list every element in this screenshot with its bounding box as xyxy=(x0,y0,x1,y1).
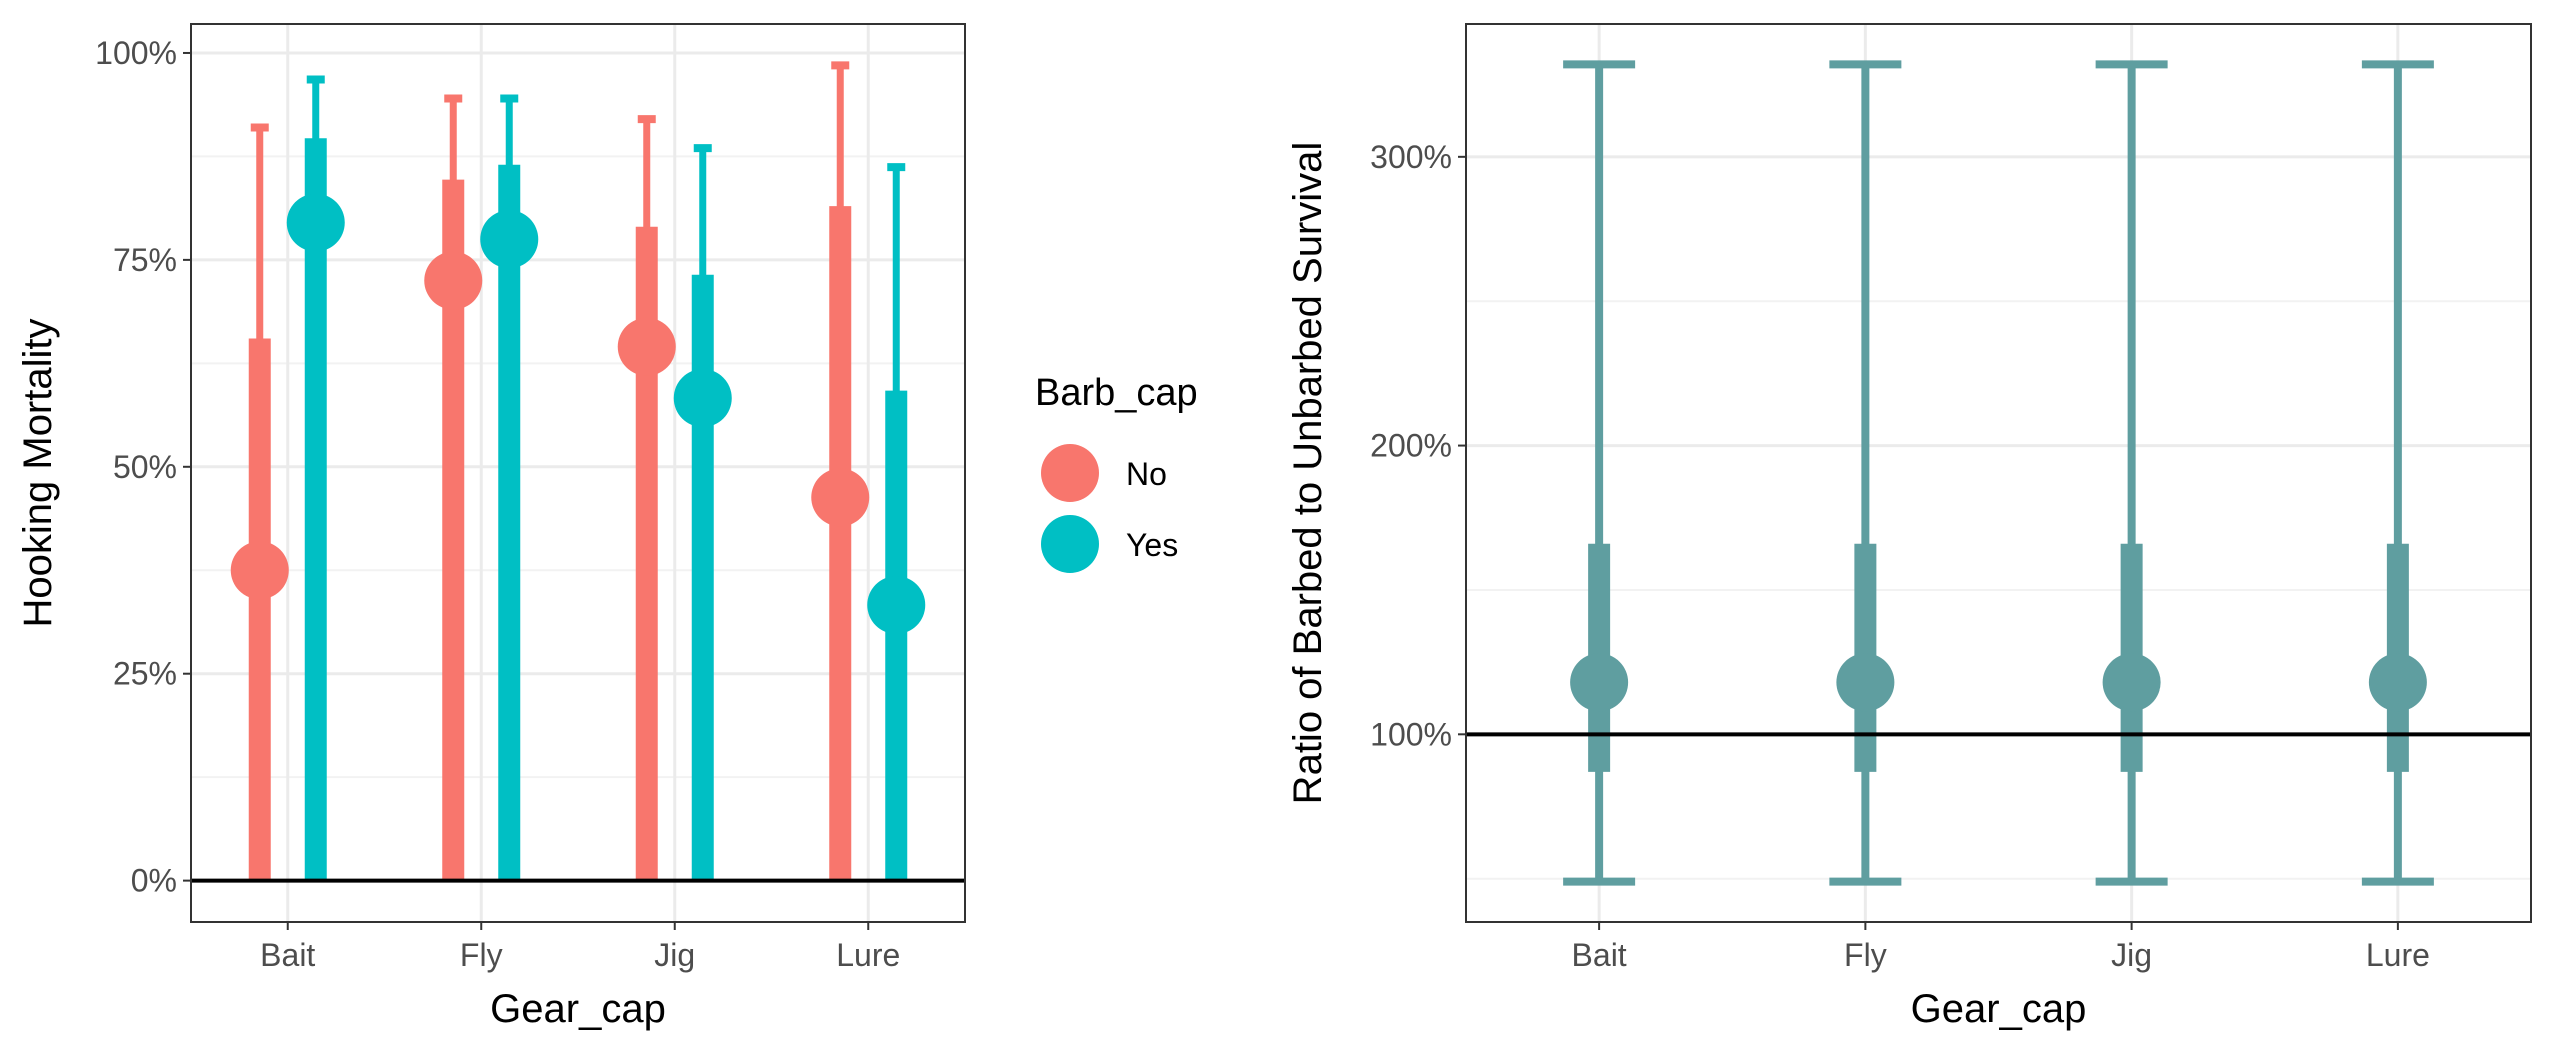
x-tick-label: Fly xyxy=(1844,937,1887,973)
survival-ratio-chart: 100% 200% 300% Bait Fly Jig Lure Gear_cap Rat… xyxy=(1286,23,2532,1031)
point-estimate xyxy=(867,576,926,635)
grid xyxy=(1466,24,2531,922)
y-axis-title: Hooking Mortality xyxy=(16,318,60,627)
panel-border xyxy=(1465,23,2532,923)
interval-mark xyxy=(480,94,539,881)
data-marks xyxy=(191,61,965,883)
interval-mark xyxy=(424,94,483,881)
point-estimate xyxy=(673,369,732,428)
x-tick-label: Lure xyxy=(836,937,900,973)
legend-key-yes xyxy=(1041,515,1099,573)
x-axis-title: Gear_cap xyxy=(1911,987,2087,1031)
legend-label-no: No xyxy=(1126,456,1167,492)
x-axis-title: Gear_cap xyxy=(490,987,666,1031)
point-estimate xyxy=(617,317,676,376)
x-tick-label: Bait xyxy=(1572,937,1627,973)
y-tick-label: 0% xyxy=(131,863,177,899)
x-axis-ticks: Bait Fly Jig Lure xyxy=(260,922,900,973)
interval-mark xyxy=(2361,60,2434,886)
point-estimate xyxy=(230,541,289,600)
x-tick-label: Fly xyxy=(460,937,503,973)
point-estimate xyxy=(1570,653,1629,712)
hooking-mortality-chart: 0%25%50%75%100% Bait Fly Jig Lure Gear_cap … xyxy=(16,23,966,1031)
y-tick-label: 100% xyxy=(95,35,177,71)
point-estimate xyxy=(2368,653,2427,712)
point-estimate xyxy=(480,210,539,269)
panel-border xyxy=(190,23,966,923)
interval-mark xyxy=(286,75,345,881)
interval-mark xyxy=(1829,60,1902,886)
interval-mark xyxy=(673,144,732,881)
x-axis-ticks: Bait Fly Jig Lure xyxy=(1572,922,2430,973)
point-estimate xyxy=(811,468,870,527)
y-tick-label: 75% xyxy=(113,242,177,278)
x-tick-label: Lure xyxy=(2366,937,2430,973)
point-estimate xyxy=(2102,653,2161,712)
x-tick-label: Jig xyxy=(654,937,695,973)
x-tick-label: Jig xyxy=(2111,937,2152,973)
data-marks xyxy=(1466,60,2531,886)
legend: Barb_cap No Yes xyxy=(1035,372,1198,573)
legend-key-no xyxy=(1041,444,1099,502)
interval-mark xyxy=(2095,60,2168,886)
interval-mark xyxy=(1563,60,1636,886)
point-estimate xyxy=(424,251,483,310)
y-tick-label: 300% xyxy=(1370,139,1452,175)
interval-mark xyxy=(230,123,289,881)
point-estimate xyxy=(1836,653,1895,712)
point-estimate xyxy=(286,193,345,252)
legend-title: Barb_cap xyxy=(1035,372,1198,414)
y-axis-ticks: 100% 200% 300% xyxy=(1370,139,1466,752)
y-tick-label: 200% xyxy=(1370,428,1452,464)
legend-label-yes: Yes xyxy=(1126,527,1178,563)
y-axis-ticks: 0% 25% 50% 75% 100% xyxy=(95,35,191,899)
y-tick-label: 25% xyxy=(113,656,177,692)
x-tick-label: Bait xyxy=(260,937,315,973)
interval-mark xyxy=(867,163,926,881)
y-tick-label: 50% xyxy=(113,449,177,485)
interval-mark xyxy=(617,115,676,881)
y-tick-label: 100% xyxy=(1370,716,1452,752)
interval-mark xyxy=(811,61,870,881)
y-axis-title: Ratio of Barbed to Unbarbed Survival xyxy=(1286,142,1330,805)
